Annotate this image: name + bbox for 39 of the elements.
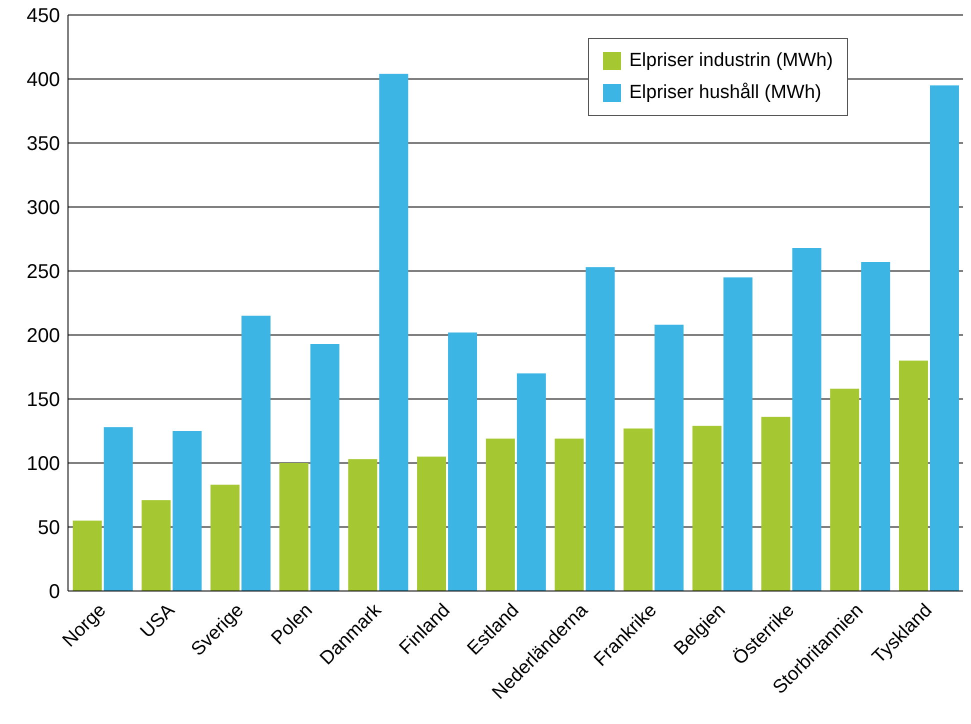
y-tick-label: 100 xyxy=(26,453,60,476)
bar xyxy=(142,500,171,591)
bar xyxy=(723,277,752,591)
bar xyxy=(898,360,928,591)
bar xyxy=(554,438,584,591)
bar xyxy=(516,373,546,591)
bar xyxy=(930,85,959,591)
bar xyxy=(242,316,271,591)
bar xyxy=(348,459,378,591)
bar xyxy=(172,431,202,591)
bar xyxy=(448,332,478,591)
y-tick-label: 300 xyxy=(26,197,60,220)
y-tick-label: 0 xyxy=(48,581,60,604)
bar xyxy=(861,262,890,591)
y-tick-label: 250 xyxy=(26,261,60,284)
bar xyxy=(624,428,653,591)
y-tick-label: 350 xyxy=(26,133,60,156)
y-tick-label: 400 xyxy=(26,69,60,92)
bar xyxy=(761,416,790,591)
y-tick-label: 450 xyxy=(26,5,60,28)
bar xyxy=(310,344,340,591)
x-tick-label: USA xyxy=(136,600,180,642)
bar xyxy=(104,427,133,591)
bar xyxy=(586,267,615,591)
legend-label: Elpriser industrin (MWh) xyxy=(629,49,833,73)
bar xyxy=(210,484,240,591)
bar xyxy=(486,438,515,591)
y-tick-label: 200 xyxy=(26,325,60,348)
bar xyxy=(654,324,684,591)
legend-label: Elpriser hushåll (MWh) xyxy=(629,81,822,105)
y-tick-label: 150 xyxy=(26,389,60,412)
bar xyxy=(692,426,722,591)
bar xyxy=(792,248,822,591)
y-tick-label: 50 xyxy=(38,517,60,540)
bar xyxy=(830,388,860,591)
bar xyxy=(379,74,408,591)
bar xyxy=(72,520,102,591)
bar xyxy=(417,456,446,591)
bar xyxy=(279,463,308,591)
